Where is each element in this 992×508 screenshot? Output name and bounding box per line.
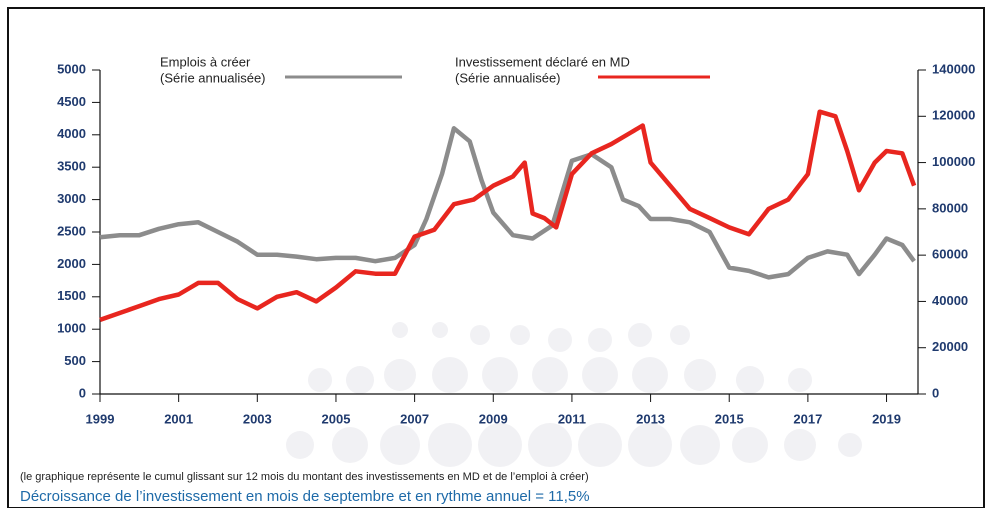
x-tick-label: 1999 [86,411,115,426]
y2-tick-label: 60000 [932,247,968,262]
caption: Décroissance de l’investissement en mois… [20,488,590,505]
legend-note: (Série annualisée) [455,70,561,85]
y2-tick-label: 40000 [932,293,968,308]
background-dots [286,322,862,467]
y-tick-label: 2000 [57,256,86,271]
x-tick-label: 2009 [479,411,508,426]
x-tick-label: 2013 [636,411,665,426]
y2-tick-label: 120000 [932,108,975,123]
x-tick-label: 2001 [164,411,193,426]
x-tick-label: 2017 [793,411,822,426]
x-tick-label: 2019 [872,411,901,426]
y-tick-label: 4500 [57,94,86,109]
y-tick-label: 4000 [57,126,86,141]
y2-tick-label: 0 [932,385,939,400]
y-tick-label: 500 [64,353,86,368]
x-tick-label: 2011 [558,411,586,426]
frame [7,7,985,508]
legend-label: Investissement déclaré en MD [455,54,630,69]
y2-tick-label: 80000 [932,200,968,215]
y-tick-label: 1500 [57,288,86,303]
y-tick-label: 0 [79,385,86,400]
y2-tick-label: 140000 [932,61,975,76]
legend-label: Emplois à créer [160,54,251,69]
x-tick-label: 2005 [322,411,351,426]
y-tick-label: 5000 [57,61,86,76]
y-tick-label: 3500 [57,159,86,174]
y-tick-label: 3000 [57,191,86,206]
y-tick-label: 2500 [57,223,86,238]
legend-note: (Série annualisée) [160,70,266,85]
series-line [99,109,917,323]
y2-tick-label: 100000 [932,154,975,169]
x-tick-label: 2007 [400,411,429,426]
series-line [99,126,916,280]
y-tick-label: 1000 [57,321,86,336]
y2-tick-label: 20000 [932,339,968,354]
x-tick-label: 2015 [715,411,744,426]
footnote: (le graphique représente le cumul glissa… [20,471,589,483]
x-tick-label: 2003 [243,411,272,426]
